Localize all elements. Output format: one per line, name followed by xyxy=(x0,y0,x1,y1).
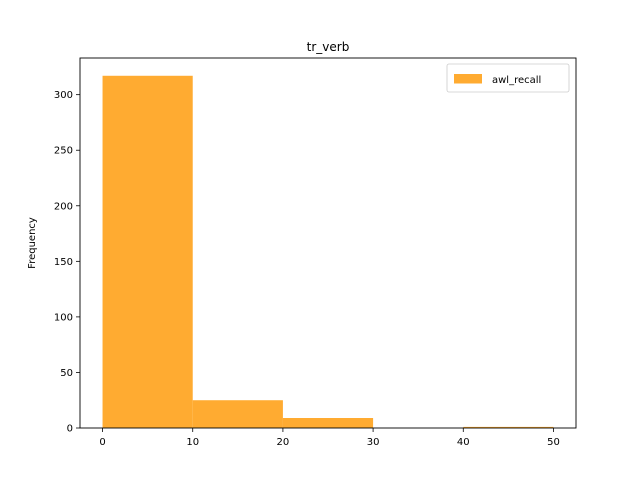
plot-frame xyxy=(79,57,577,429)
y-tick-label: 300 xyxy=(54,90,73,101)
x-tick-label: 0 xyxy=(99,437,105,448)
legend-label: awl_recall xyxy=(492,75,541,86)
y-axis: 0 50 100 150 200 250 300 xyxy=(54,90,80,435)
bars-group xyxy=(102,75,554,429)
x-tick-label: 30 xyxy=(367,437,380,448)
histogram-bar xyxy=(463,426,554,428)
x-tick-label: 10 xyxy=(186,437,199,448)
histogram-bar xyxy=(102,75,193,429)
x-tick-label: 50 xyxy=(547,437,560,448)
y-tick-label: 150 xyxy=(54,257,73,268)
histogram-bar xyxy=(192,400,283,428)
y-axis-label: Frequency xyxy=(27,217,38,269)
chart-title: tr_verb xyxy=(307,40,350,54)
legend-swatch xyxy=(454,74,482,84)
y-tick-label: 50 xyxy=(60,368,73,379)
legend-box xyxy=(446,63,570,93)
x-tick-label: 40 xyxy=(457,437,470,448)
y-tick-label: 200 xyxy=(54,201,73,212)
y-tick-label: 100 xyxy=(54,312,73,323)
x-tick-label: 20 xyxy=(277,437,290,448)
y-tick-label: 250 xyxy=(54,146,73,157)
y-tick-label: 0 xyxy=(67,424,73,435)
x-axis: 0 10 20 30 40 50 xyxy=(99,428,560,448)
histogram-bar xyxy=(282,418,374,428)
legend: awl_recall xyxy=(446,63,570,93)
